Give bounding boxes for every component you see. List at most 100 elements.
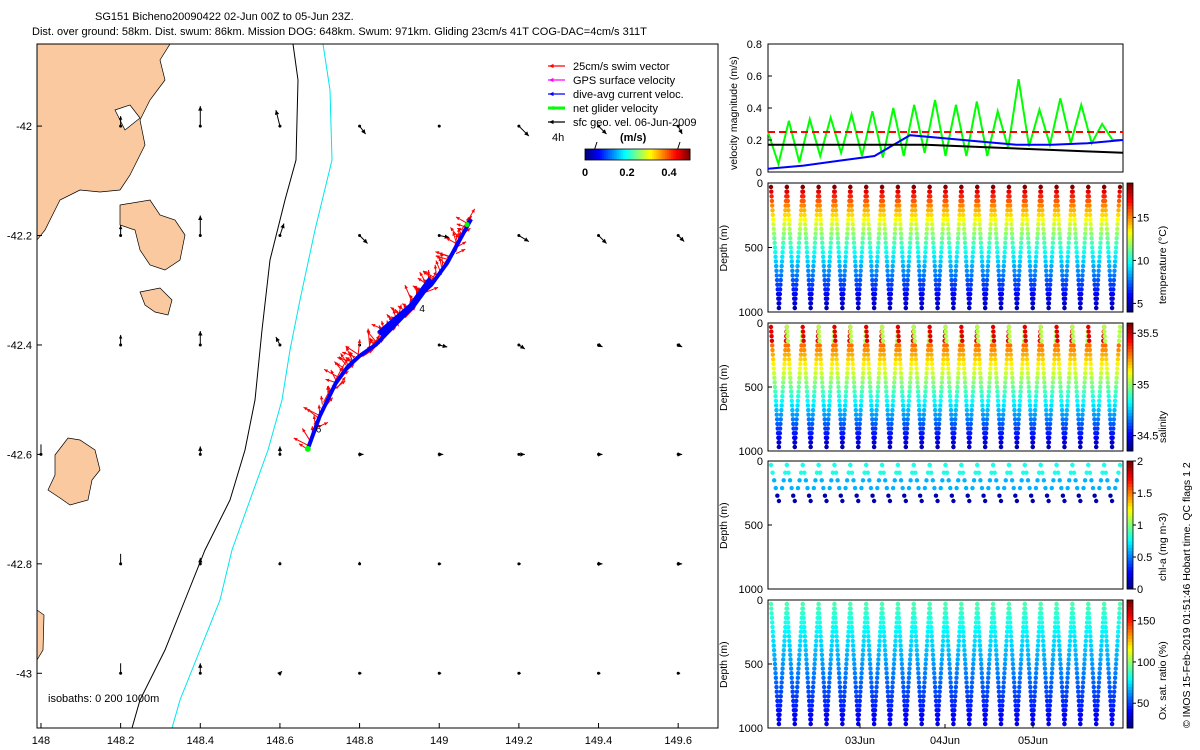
section-colorbar-cell bbox=[1127, 667, 1133, 671]
section-point bbox=[991, 334, 996, 339]
section-point bbox=[772, 235, 777, 241]
section-point bbox=[820, 380, 825, 385]
section-point bbox=[976, 624, 981, 630]
section-point bbox=[1044, 417, 1049, 422]
section-point bbox=[913, 634, 919, 639]
section-point bbox=[929, 361, 935, 367]
section-point bbox=[781, 226, 787, 232]
section-point bbox=[1067, 643, 1072, 648]
section-point bbox=[874, 689, 879, 694]
section-point bbox=[1018, 249, 1023, 255]
section-point bbox=[1089, 231, 1094, 236]
section-point bbox=[849, 338, 854, 344]
section-point bbox=[875, 671, 880, 676]
map-colorbar-cell bbox=[603, 149, 607, 160]
section-point bbox=[977, 366, 983, 371]
section-point bbox=[914, 478, 920, 483]
section-point bbox=[892, 478, 897, 483]
section-point bbox=[778, 421, 783, 427]
section-point bbox=[962, 235, 967, 241]
section-point bbox=[902, 493, 907, 498]
section-point bbox=[998, 305, 1004, 311]
section-point bbox=[1112, 259, 1118, 264]
section-colorbar-cell bbox=[1127, 683, 1133, 687]
section-point bbox=[986, 398, 991, 404]
surface-velocity-arrowhead bbox=[679, 236, 685, 242]
section-colorbar-cell bbox=[1127, 676, 1133, 681]
section-point bbox=[891, 661, 897, 667]
section-point bbox=[1004, 222, 1009, 227]
section-point bbox=[1066, 652, 1072, 657]
section-point bbox=[1087, 203, 1092, 208]
section-point bbox=[781, 366, 787, 371]
section-point bbox=[931, 384, 936, 390]
section-point bbox=[841, 287, 846, 292]
section-point bbox=[798, 352, 804, 357]
section-point bbox=[1112, 680, 1118, 685]
section-point bbox=[874, 268, 879, 273]
section-point bbox=[889, 417, 895, 422]
section-point bbox=[1058, 666, 1064, 671]
section-point bbox=[1043, 403, 1049, 408]
section-point bbox=[921, 268, 927, 273]
section-point bbox=[975, 601, 980, 607]
section-point bbox=[977, 361, 982, 367]
section-point bbox=[851, 652, 856, 657]
section-point bbox=[1115, 222, 1120, 227]
section-point bbox=[1074, 485, 1080, 491]
section-point bbox=[937, 694, 942, 699]
section-point bbox=[854, 421, 859, 427]
section-point bbox=[1091, 689, 1097, 694]
section-point bbox=[1041, 375, 1047, 380]
section-point bbox=[906, 398, 912, 404]
section-point bbox=[1046, 305, 1051, 311]
section-point bbox=[796, 380, 802, 385]
section-point bbox=[1054, 606, 1060, 611]
section-point bbox=[1102, 198, 1108, 204]
section-point bbox=[1058, 657, 1063, 662]
section-point bbox=[1107, 273, 1113, 278]
section-point bbox=[1026, 657, 1031, 662]
section-point bbox=[940, 638, 946, 644]
section-point bbox=[820, 240, 825, 246]
section-point bbox=[1081, 675, 1086, 681]
section-point bbox=[927, 329, 933, 334]
section-point bbox=[938, 394, 944, 399]
section-point bbox=[1011, 675, 1017, 681]
section-point bbox=[1041, 366, 1046, 371]
section-point bbox=[860, 652, 866, 657]
section-point bbox=[960, 624, 966, 630]
section-point bbox=[1018, 254, 1023, 260]
section-point bbox=[877, 366, 882, 371]
section-point bbox=[828, 657, 833, 662]
section-point bbox=[1081, 259, 1086, 264]
section-point bbox=[816, 329, 822, 334]
section-point bbox=[788, 652, 793, 657]
section-point bbox=[1080, 684, 1085, 690]
section-point bbox=[931, 249, 937, 255]
section-point bbox=[1002, 245, 1008, 250]
section-colorbar-cell bbox=[1127, 403, 1133, 407]
section-point bbox=[921, 282, 926, 287]
section-point bbox=[1104, 366, 1110, 371]
section-point bbox=[1008, 347, 1013, 353]
section-point bbox=[985, 680, 991, 685]
section-point bbox=[872, 291, 878, 297]
section-point bbox=[1084, 624, 1089, 630]
section-point bbox=[953, 273, 958, 278]
section-point bbox=[838, 273, 843, 278]
section-point bbox=[879, 601, 885, 607]
section-point bbox=[824, 717, 830, 722]
section-point bbox=[821, 403, 826, 408]
section-point bbox=[952, 703, 957, 708]
section-point bbox=[903, 717, 909, 722]
section-points bbox=[768, 462, 1123, 504]
map-y-tick-label: -42.4 bbox=[7, 340, 32, 352]
swim-vector-arrowhead bbox=[392, 309, 397, 314]
section-point bbox=[1079, 698, 1085, 704]
section-point bbox=[1103, 629, 1109, 634]
section-point bbox=[1002, 666, 1007, 671]
section-point bbox=[988, 361, 993, 367]
section-colorbar-cell bbox=[1127, 383, 1133, 388]
section-point bbox=[889, 277, 895, 283]
